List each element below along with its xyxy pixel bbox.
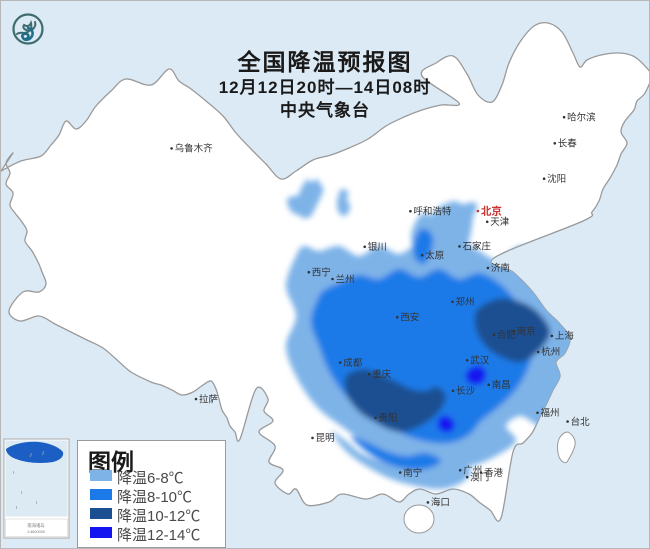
svg-text:南宁: 南宁: [403, 465, 422, 479]
svg-text:杭州: 杭州: [541, 344, 560, 358]
svg-text:长春: 长春: [558, 136, 578, 150]
svg-text:上海: 上海: [555, 328, 575, 342]
svg-text:呼和浩特: 呼和浩特: [413, 204, 452, 218]
svg-text:1:4600000: 1:4600000: [27, 530, 45, 534]
svg-text:天津: 天津: [490, 214, 510, 228]
svg-text:成都: 成都: [343, 355, 363, 369]
svg-text:拉萨: 拉萨: [199, 391, 219, 405]
svg-text:石家庄: 石家庄: [463, 239, 492, 253]
svg-text:澳门: 澳门: [470, 469, 489, 483]
svg-text:乌鲁木齐: 乌鲁木齐: [175, 141, 214, 155]
svg-text:昆明: 昆明: [316, 430, 335, 444]
svg-text:海口: 海口: [431, 495, 450, 509]
svg-text:西安: 西安: [400, 310, 419, 324]
svg-text:西宁: 西宁: [312, 265, 331, 279]
svg-text:太原: 太原: [425, 248, 444, 262]
svg-text:郑州: 郑州: [456, 294, 475, 308]
svg-text:福州: 福州: [541, 405, 560, 419]
svg-text:长沙: 长沙: [456, 383, 476, 397]
svg-text:台北: 台北: [571, 414, 591, 428]
svg-text:武汉: 武汉: [470, 353, 490, 367]
svg-text:沈阳: 沈阳: [547, 171, 566, 185]
svg-text:南昌: 南昌: [492, 377, 511, 391]
svg-text:银川: 银川: [368, 239, 387, 253]
svg-text:合肥: 合肥: [497, 327, 517, 341]
svg-text:兰州: 兰州: [336, 271, 355, 285]
svg-text:贵阳: 贵阳: [379, 410, 398, 424]
svg-text:重庆: 重庆: [372, 366, 392, 380]
svg-text:南京: 南京: [517, 323, 536, 337]
svg-text:南海诸岛: 南海诸岛: [27, 522, 44, 529]
svg-text:济南: 济南: [491, 260, 510, 274]
